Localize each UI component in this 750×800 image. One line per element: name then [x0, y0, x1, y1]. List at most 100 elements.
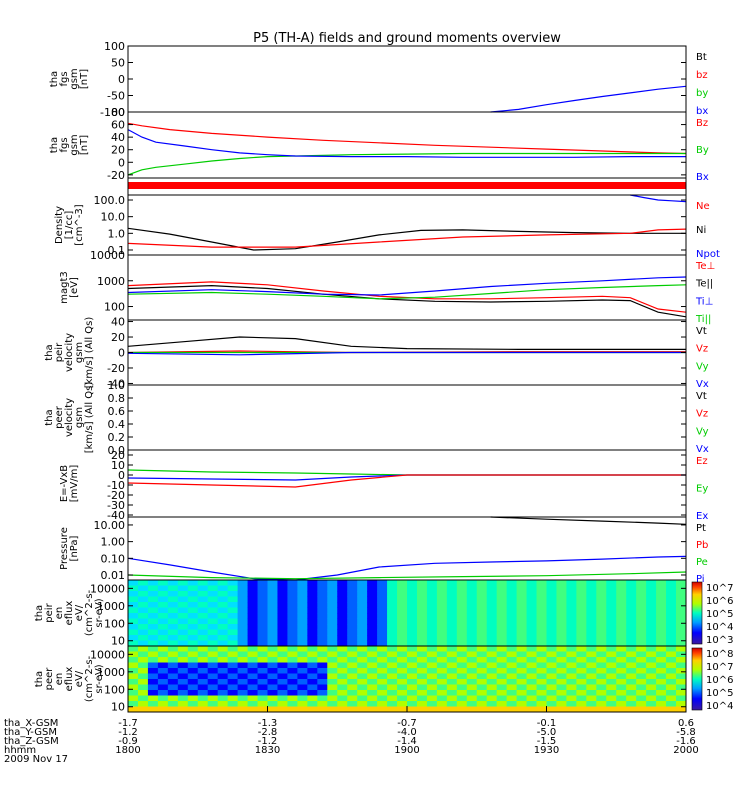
y-tick-label: 0.8 — [108, 392, 126, 405]
panel-3: Te⊥ Te|| Ti⊥ Ti|| 10000 1000 100 magt3 [eV] — [59, 249, 715, 325]
legend-entry: Vy — [696, 426, 709, 437]
y-tick-label: 50 — [111, 57, 125, 70]
y-axis-label: peir — [44, 602, 55, 622]
y-tick-label: 10000 — [90, 648, 125, 661]
series-Bz — [128, 122, 686, 155]
ephemeris-value: 1800 — [115, 745, 140, 756]
y-tick-label: 80 — [111, 106, 125, 119]
legend-entry: Bx — [696, 172, 709, 183]
ephemeris-value: -5.8 — [676, 727, 696, 738]
legend-entry: Pi — [696, 574, 705, 585]
y-axis-label: [1/cc] — [64, 211, 75, 240]
y-axis-label: eV/ — [74, 604, 85, 621]
colorbar-tick: 10^6 — [706, 675, 733, 686]
colorbar — [691, 647, 703, 711]
y-axis-label: velocity — [64, 398, 75, 437]
y-axis-label: (cm^2-s- — [84, 589, 95, 636]
ephemeris-label: tha_X-GSM — [4, 718, 58, 729]
series-Ez — [128, 474, 686, 488]
legend-entry: Vz — [696, 344, 708, 355]
y-tick-label: 0 — [118, 347, 125, 360]
y-axis-label: en — [54, 607, 65, 620]
ephemeris-value: -2.8 — [258, 727, 278, 738]
legend-entry: Vt — [696, 391, 707, 402]
ephemeris-value: 1830 — [255, 745, 280, 756]
series-Ne — [128, 228, 686, 248]
y-tick-label: 0 — [118, 156, 125, 169]
y-axis-label: en — [54, 673, 65, 686]
y-axis-label: velocity — [64, 333, 75, 372]
legend-entry: Te|| — [695, 279, 713, 290]
panel-9: 10^8 10^7 10^6 10^5 10^4 10000 1000 100 10 tha pee… — [34, 645, 733, 714]
panel-frame — [127, 516, 687, 581]
panel-4: Vt Vz Vy Vx 40 20 0 -20 -40 tha peir velocity gsm [km… — [44, 316, 709, 391]
y-tick-label: -20 — [107, 362, 125, 375]
y-axis-label: tha — [34, 671, 45, 687]
colorbar-tick: 10^7 — [706, 583, 733, 594]
legend-entry: Ey — [696, 484, 708, 495]
y-tick-label: 0.10 — [101, 552, 126, 565]
y-tick-label: 10 — [111, 701, 125, 714]
legend-entry: Te⊥ — [695, 261, 715, 272]
y-tick-label: 10 — [111, 459, 125, 472]
y-axis-label: gsm — [69, 68, 80, 89]
y-axis-label: fgs — [59, 71, 70, 86]
panel-0: Bt bz by bx 100 50 0 -50 -100 tha fgs gsm [nT] — [49, 40, 708, 119]
ephemeris-value: -1.5 — [537, 736, 557, 747]
flag-band — [128, 182, 686, 189]
y-tick-label: 10.00 — [94, 519, 126, 532]
y-tick-label: 1.0 — [108, 227, 126, 240]
y-axis-label: sr-eV) — [94, 664, 105, 693]
panel-frame — [127, 194, 687, 256]
y-axis-label: [cm^-3] — [74, 204, 85, 245]
y-tick-label: 40 — [111, 316, 125, 329]
y-tick-label: 100 — [104, 40, 125, 53]
y-tick-label: 100 — [104, 683, 125, 696]
y-tick-label: 10.0 — [101, 211, 126, 224]
y-tick-label: -20 — [107, 169, 125, 182]
series-Pe — [128, 571, 686, 580]
y-tick-label: -20 — [107, 489, 125, 502]
y-axis-label: [mV/m] — [69, 465, 80, 503]
y-tick-label: -10 — [107, 479, 125, 492]
y-tick-label: 20 — [111, 331, 125, 344]
ephemeris-value: -5.0 — [537, 727, 557, 738]
legend-entry: by — [696, 88, 708, 99]
y-tick-label: 0.01 — [101, 569, 126, 582]
legend-entry: Pb — [696, 540, 708, 551]
y-tick-label: 40 — [111, 131, 125, 144]
legend-entry: Ne — [696, 201, 710, 212]
legend-entry: Npot — [696, 249, 720, 260]
y-axis-label: [nT] — [79, 135, 90, 155]
y-axis-label: [km/s] (All Qs) — [84, 382, 95, 454]
y-axis-label: (cm^2-s- — [84, 655, 95, 702]
date-label: 2009 Nov 17 — [4, 754, 68, 765]
y-tick-label: 20 — [111, 449, 125, 462]
y-tick-label: 0.4 — [108, 418, 126, 431]
series-Pt — [490, 516, 686, 525]
colorbar-tick: 10^5 — [706, 609, 733, 620]
y-axis-label: sr-eV) — [94, 598, 105, 627]
colorbar-tick: 10^8 — [706, 649, 733, 660]
legend-entry: Ex — [696, 511, 708, 522]
y-tick-label: 10 — [111, 635, 125, 648]
y-axis-label: eV/ — [74, 670, 85, 687]
legend-entry: Bz — [696, 118, 708, 129]
legend-entry: Ez — [696, 456, 708, 467]
y-axis-label: [nPa] — [69, 535, 80, 561]
series-Ey — [128, 469, 686, 476]
y-tick-label: 1000 — [97, 600, 125, 613]
colorbar-tick: 10^6 — [706, 596, 733, 607]
panel-frame — [127, 449, 687, 518]
ephemeris-value: 1900 — [394, 745, 419, 756]
y-axis-label: fgs — [59, 137, 70, 152]
chart-title: P5 (TH-A) fields and ground moments over… — [253, 31, 561, 46]
y-tick-label: 0.1 — [108, 244, 126, 257]
ephemeris-value: -0.9 — [118, 736, 138, 747]
colorbar-tick: 10^3 — [706, 635, 733, 646]
y-tick-label: -40 — [107, 377, 125, 390]
y-tick-label: 0.0 — [108, 444, 126, 457]
y-axis-label: peer — [44, 667, 55, 691]
